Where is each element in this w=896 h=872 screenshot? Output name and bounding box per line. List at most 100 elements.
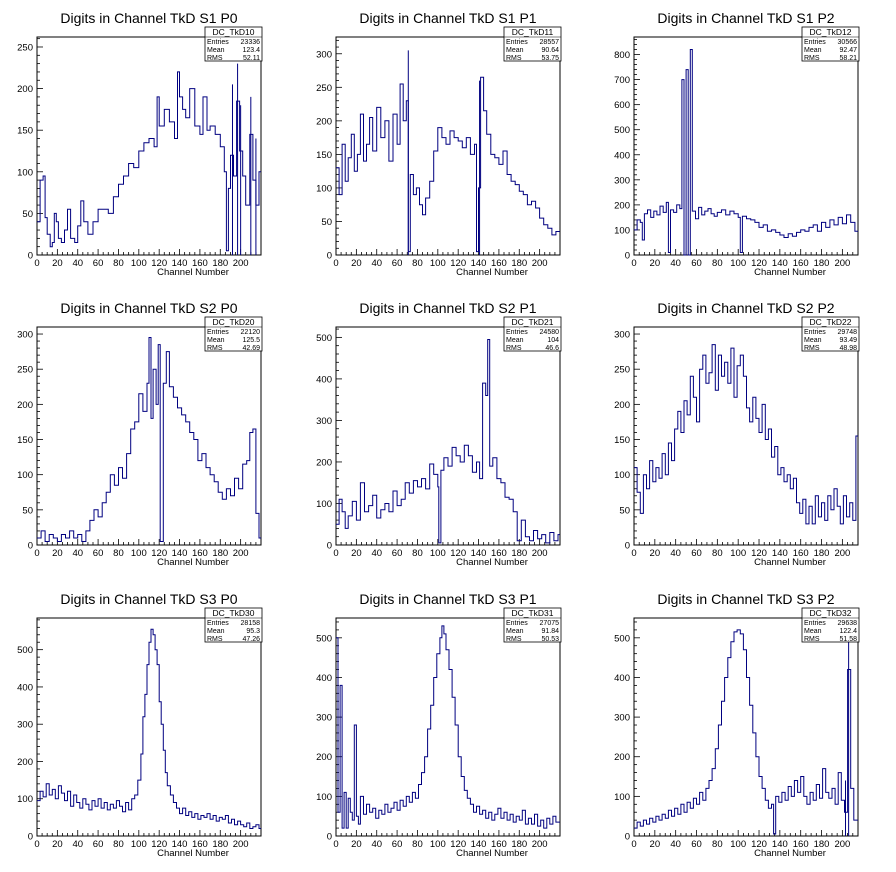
panel-title: Digits in Channel TkD S3 P0 — [60, 591, 237, 607]
x-tick-label: 40 — [670, 839, 681, 850]
stats-value: 29638 — [838, 620, 858, 627]
y-tick-label: 0 — [327, 832, 332, 843]
x-tick-label: 80 — [712, 258, 723, 269]
y-tick-label: 250 — [316, 83, 332, 94]
x-tick-label: 120 — [151, 839, 167, 850]
histogram-line — [336, 625, 560, 829]
histogram-line — [336, 76, 560, 253]
x-tick-label: 40 — [670, 258, 681, 269]
stats-label: RMS — [804, 345, 820, 352]
x-tick-label: 40 — [371, 258, 382, 269]
plot-frame — [335, 36, 561, 256]
stats-value: 53.75 — [541, 55, 559, 62]
y-tick-label: 50 — [22, 209, 33, 220]
stats-box — [204, 26, 263, 62]
stats-label: Entries — [207, 329, 229, 336]
stats-value: 28158 — [241, 620, 261, 627]
y-tick-label: 100 — [614, 470, 630, 481]
y-tick-label: 100 — [17, 470, 33, 481]
x-tick-label: 100 — [430, 548, 446, 559]
stats-value: 51.58 — [839, 636, 857, 643]
y-tick-label: 150 — [17, 435, 33, 446]
x-tick-label: 80 — [712, 839, 723, 850]
stats-label: Mean — [207, 628, 225, 635]
y-tick-label: 0 — [28, 832, 33, 843]
x-tick-label: 80 — [412, 548, 423, 559]
panel-title: Digits in Channel TkD S1 P2 — [657, 10, 834, 26]
x-tick-label: 60 — [93, 548, 104, 559]
y-tick-label: 500 — [316, 633, 332, 644]
x-axis-label: Channel Number — [456, 557, 528, 568]
x-tick-label: 0 — [631, 258, 636, 269]
stats-value: 23336 — [241, 39, 261, 46]
stats-label: RMS — [506, 636, 522, 643]
y-tick-label: 100 — [17, 794, 33, 805]
x-tick-label: 40 — [371, 548, 382, 559]
x-tick-label: 180 — [814, 548, 830, 559]
x-tick-label: 0 — [34, 258, 39, 269]
stats-label: RMS — [207, 55, 223, 62]
x-tick-label: 80 — [712, 548, 723, 559]
x-tick-label: 20 — [351, 258, 362, 269]
x-tick-label: 180 — [511, 258, 527, 269]
histogram-panel-DC_TkD32: Digits in Channel TkD S3 P2 0 20 40 60 80 100 1… — [614, 591, 860, 859]
stats-box — [801, 607, 860, 643]
stats-value: 28557 — [540, 39, 560, 46]
x-axis-label: Channel Number — [456, 267, 528, 278]
x-tick-label: 140 — [172, 258, 188, 269]
x-tick-label: 100 — [131, 548, 147, 559]
x-tick-label: 20 — [351, 839, 362, 850]
x-tick-label: 0 — [34, 839, 39, 850]
stats-name: DC_TkD21 — [511, 317, 553, 327]
x-tick-label: 80 — [113, 839, 124, 850]
x-axis-label: Channel Number — [157, 848, 229, 859]
x-tick-label: 40 — [72, 839, 83, 850]
stats-label: Mean — [207, 337, 225, 344]
x-tick-label: 100 — [430, 258, 446, 269]
x-tick-label: 0 — [333, 839, 338, 850]
x-tick-label: 200 — [233, 548, 249, 559]
panel-title: Digits in Channel TkD S3 P2 — [657, 591, 834, 607]
y-tick-label: 700 — [614, 75, 630, 86]
y-tick-label: 250 — [17, 42, 33, 53]
y-tick-label: 200 — [17, 400, 33, 411]
y-tick-label: 400 — [614, 673, 630, 684]
stats-value: 27075 — [540, 620, 560, 627]
x-tick-label: 60 — [93, 258, 104, 269]
stats-label: Entries — [506, 329, 528, 336]
stats-label: Entries — [207, 620, 229, 627]
x-tick-label: 40 — [670, 548, 681, 559]
x-tick-label: 120 — [450, 258, 466, 269]
stats-value: 91.84 — [541, 628, 559, 635]
stats-label: Mean — [804, 337, 822, 344]
x-tick-label: 80 — [412, 839, 423, 850]
x-tick-label: 60 — [392, 258, 403, 269]
x-tick-label: 200 — [233, 839, 249, 850]
x-tick-label: 60 — [691, 548, 702, 559]
x-tick-label: 200 — [532, 839, 548, 850]
x-tick-label: 20 — [52, 548, 63, 559]
x-tick-label: 120 — [151, 258, 167, 269]
x-tick-label: 120 — [450, 548, 466, 559]
y-tick-label: 300 — [614, 175, 630, 186]
x-tick-label: 60 — [93, 839, 104, 850]
stats-label: Entries — [804, 329, 826, 336]
histogram-panel-DC_TkD31: Digits in Channel TkD S3 P1 0 20 40 60 80 100 1… — [316, 591, 562, 859]
stats-label: Mean — [207, 47, 225, 54]
stats-box — [204, 316, 263, 352]
x-tick-label: 100 — [131, 839, 147, 850]
stats-value: 93.49 — [839, 337, 857, 344]
stats-value: 47.26 — [242, 636, 260, 643]
y-tick-label: 100 — [17, 167, 33, 178]
x-tick-label: 120 — [450, 839, 466, 850]
stats-box — [503, 607, 562, 643]
stats-name: DC_TkD31 — [511, 608, 553, 618]
x-tick-label: 160 — [793, 839, 809, 850]
x-tick-label: 160 — [793, 258, 809, 269]
stats-value: 123.4 — [242, 47, 260, 54]
x-tick-label: 160 — [192, 548, 208, 559]
histogram-line — [634, 629, 858, 835]
y-tick-label: 50 — [22, 505, 33, 516]
y-tick-label: 400 — [614, 150, 630, 161]
y-tick-label: 400 — [17, 682, 33, 693]
